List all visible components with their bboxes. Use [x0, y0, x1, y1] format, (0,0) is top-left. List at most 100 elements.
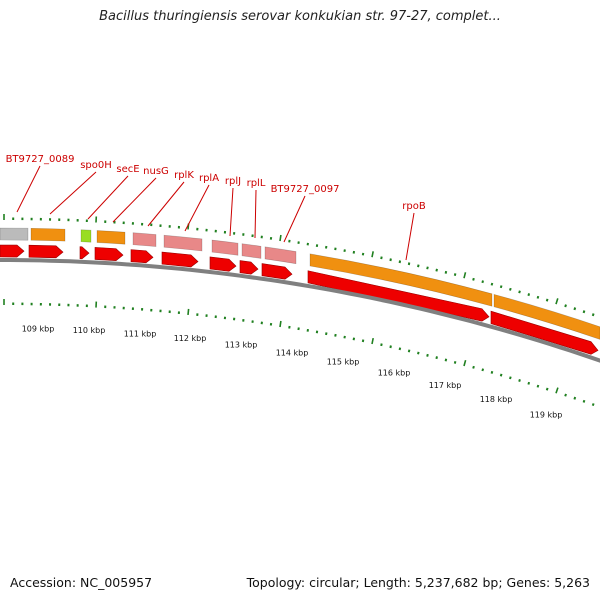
feature-block: [132, 232, 157, 247]
leader-line: [49, 171, 97, 215]
inner-tick-minor: [527, 381, 531, 385]
feature-block: [309, 253, 493, 307]
outer-tick-major: [371, 251, 374, 258]
inner-tick-minor: [536, 384, 540, 388]
outer-tick-minor: [564, 304, 567, 308]
inner-tick-major: [555, 387, 559, 394]
kbp-labels: 109 kbp 110 kbp 111 kbp 112 kbp 113 kbp 114 k…: [22, 324, 563, 419]
outer-tick-minor: [453, 273, 457, 277]
outer-tick-minor: [582, 310, 586, 314]
inner-tick-ring: [3, 299, 595, 407]
inner-tick-minor: [444, 358, 448, 362]
inner-tick-minor: [380, 343, 383, 347]
gene-label: nusG: [143, 166, 169, 177]
kbp-label: 116 kbp: [378, 368, 411, 377]
outer-tick-minor: [435, 268, 438, 272]
gene-label: spo0H: [80, 160, 112, 171]
outer-tick-minor: [407, 262, 411, 266]
inner-tick-minor: [389, 345, 392, 349]
outer-tick-minor: [352, 250, 356, 254]
inner-tick-minor: [472, 365, 475, 369]
inner-tick-minor: [490, 370, 494, 374]
outer-tick-ring: [3, 214, 595, 317]
cds-arrow: [209, 256, 237, 272]
inner-tick-minor: [481, 368, 485, 372]
cds-arrow: [490, 310, 599, 355]
cds-arrow: [161, 251, 199, 268]
accession-label: Accession: NC_005957: [10, 575, 153, 590]
outer-tick-minor: [426, 266, 429, 270]
leader-line: [112, 177, 157, 223]
gene-label: BT9727_0097: [271, 184, 340, 195]
outer-tick-minor: [499, 285, 503, 289]
gene-label: rplJ: [225, 176, 241, 187]
leader-line: [87, 175, 129, 220]
cds-arrow: [0, 244, 25, 258]
feature-block: [264, 246, 297, 265]
leader-line: [229, 187, 234, 237]
inner-tick-minor: [453, 360, 457, 364]
gene-label: BT9727_0089: [6, 154, 75, 165]
leader-line: [16, 165, 41, 213]
leader-line: [147, 181, 185, 227]
kbp-label: 112 kbp: [174, 334, 207, 343]
inner-tick-minor: [435, 356, 438, 360]
outer-tick-minor: [472, 277, 475, 281]
kbp-label: 110 kbp: [73, 326, 106, 335]
leader-line: [283, 195, 306, 243]
leader-line: [184, 184, 210, 232]
feature-block: [80, 229, 92, 243]
inner-tick-major: [279, 320, 282, 328]
cds-arrow: [239, 260, 259, 275]
kbp-label: 114 kbp: [276, 348, 309, 357]
gene-label: rplA: [199, 173, 219, 184]
kbp-label: 113 kbp: [225, 341, 258, 350]
cds-arrow: [307, 270, 490, 322]
inner-tick-minor: [509, 376, 512, 380]
leader-line: [405, 212, 415, 261]
inner-tick-minor: [573, 396, 577, 400]
inner-tick-minor: [499, 373, 503, 377]
inner-tick-minor: [564, 393, 567, 397]
kbp-label: 118 kbp: [480, 395, 513, 404]
feature-block: [211, 239, 239, 256]
leader-line: [254, 189, 257, 239]
kbp-label: 111 kbp: [124, 330, 157, 339]
outer-tick-minor: [573, 307, 577, 311]
inner-tick-major: [187, 308, 190, 315]
inner-tick-minor: [334, 333, 337, 337]
outer-tick-minor: [527, 293, 531, 297]
inner-tick-minor: [361, 339, 365, 343]
cds-arrow: [94, 247, 124, 261]
gene-label: secE: [116, 164, 139, 175]
outer-tick-minor: [417, 264, 420, 268]
inner-tick-minor: [582, 399, 586, 403]
label-leader-lines: [16, 165, 415, 261]
outer-tick-minor: [343, 249, 346, 253]
inner-tick-minor: [343, 335, 346, 339]
genome-summary: Topology: circular; Length: 5,237,682 bp…: [246, 575, 590, 590]
outer-tick-minor: [591, 313, 595, 317]
feature-block: [493, 293, 600, 340]
genome-backbone: [0, 258, 600, 363]
inner-tick-minor: [545, 387, 549, 391]
inner-tick-minor: [398, 347, 402, 351]
inner-tick-minor: [591, 403, 595, 407]
inner-tick-minor: [325, 332, 328, 336]
outer-tick-minor: [389, 258, 392, 262]
outer-tick-minor: [518, 290, 521, 294]
inner-tick-minor: [518, 379, 521, 382]
cds-arrow: [130, 249, 154, 264]
outer-tick-major: [279, 234, 282, 242]
kbp-label: 109 kbp: [22, 324, 55, 333]
feature-block: [241, 243, 262, 259]
outer-tick-minor: [398, 260, 402, 264]
cds-arrow-track: [0, 244, 599, 355]
outer-tick-minor: [444, 270, 448, 274]
inner-tick-major: [371, 337, 374, 345]
outer-tick-major: [555, 298, 559, 305]
cds-arrow: [28, 244, 64, 259]
inner-tick-minor: [352, 337, 356, 341]
outer-tick-minor: [380, 256, 383, 260]
